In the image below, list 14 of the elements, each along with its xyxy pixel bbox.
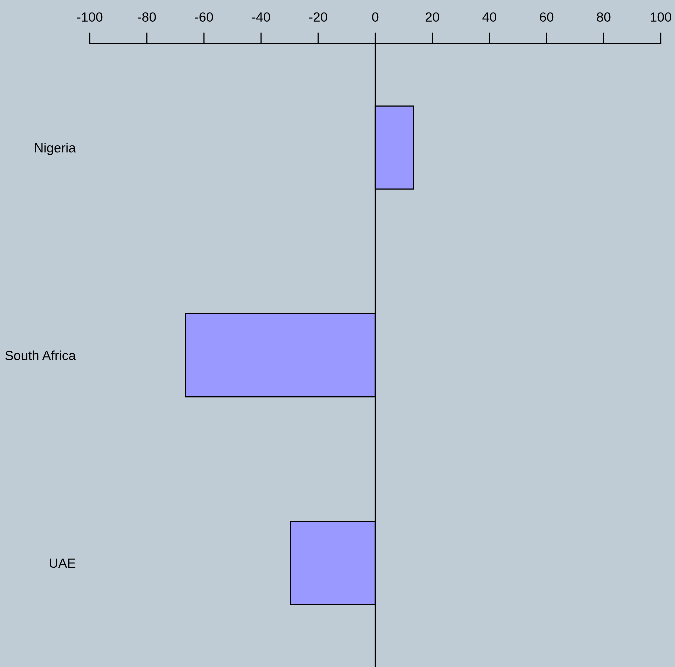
x-tick-label: -80 xyxy=(138,12,156,22)
x-tick-label: -100 xyxy=(77,12,103,22)
x-tick-label: 60 xyxy=(540,12,554,22)
x-tick-label: -40 xyxy=(252,12,270,22)
y-tick-label: South Africa xyxy=(6,350,76,360)
x-tick-label: -60 xyxy=(195,12,214,22)
x-tick-label: 0 xyxy=(372,12,379,22)
x-tick-label: 40 xyxy=(482,12,497,22)
y-tick-label: Nigeria xyxy=(35,143,76,156)
y-tick-label: UAE xyxy=(50,558,76,568)
x-tick-label: -20 xyxy=(309,12,328,22)
x-tick-label: 20 xyxy=(426,12,440,22)
x-tick-label: 100 xyxy=(651,12,672,22)
x-tick-label: 80 xyxy=(597,12,611,22)
